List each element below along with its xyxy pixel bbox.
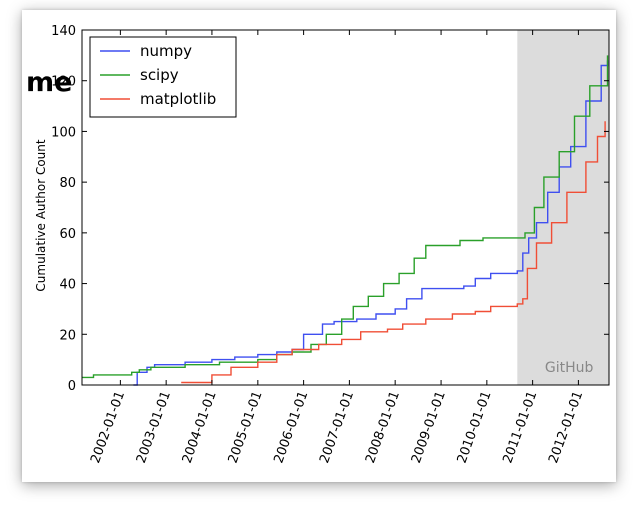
x-tick-label: 2007-01-01 — [317, 389, 357, 465]
x-tick-label: 2005-01-01 — [226, 389, 266, 465]
x-tick-label: 2003-01-01 — [134, 389, 174, 465]
y-tick-label: 60 — [59, 227, 76, 242]
x-tick-label: 2012-01-01 — [546, 389, 586, 465]
x-tick-label: 2006-01-01 — [271, 389, 311, 465]
y-axis-label: Cumulative Author Count — [34, 139, 48, 291]
series-line-scipy — [82, 55, 609, 379]
y-tick-label: 20 — [59, 328, 76, 343]
github-region-label: GitHub — [545, 360, 594, 376]
series-line-matplotlib — [181, 121, 606, 384]
y-tick-label: 100 — [51, 125, 76, 140]
y-tick-label: 0 — [68, 379, 76, 394]
y-tick-label: 120 — [51, 75, 76, 90]
github-shaded-region — [517, 30, 609, 385]
x-tick-label: 2010-01-01 — [455, 389, 495, 465]
legend-label-scipy: scipy — [140, 66, 179, 84]
y-tick-label: 140 — [51, 24, 76, 39]
x-tick-label: 2008-01-01 — [363, 389, 403, 465]
overlay-text-fragment: me — [26, 67, 72, 98]
x-tick-label: 2004-01-01 — [180, 389, 220, 465]
y-tick-label: 40 — [59, 278, 76, 293]
x-tick-label: 2011-01-01 — [500, 389, 540, 465]
y-tick-label: 80 — [59, 176, 76, 191]
series-line-numpy — [133, 60, 609, 386]
x-tick-label: 2002-01-01 — [88, 389, 128, 465]
plot-frame — [81, 29, 610, 386]
legend-label-numpy: numpy — [140, 42, 192, 60]
x-tick-label: 2009-01-01 — [409, 389, 449, 465]
legend-label-matplotlib: matplotlib — [140, 90, 216, 108]
